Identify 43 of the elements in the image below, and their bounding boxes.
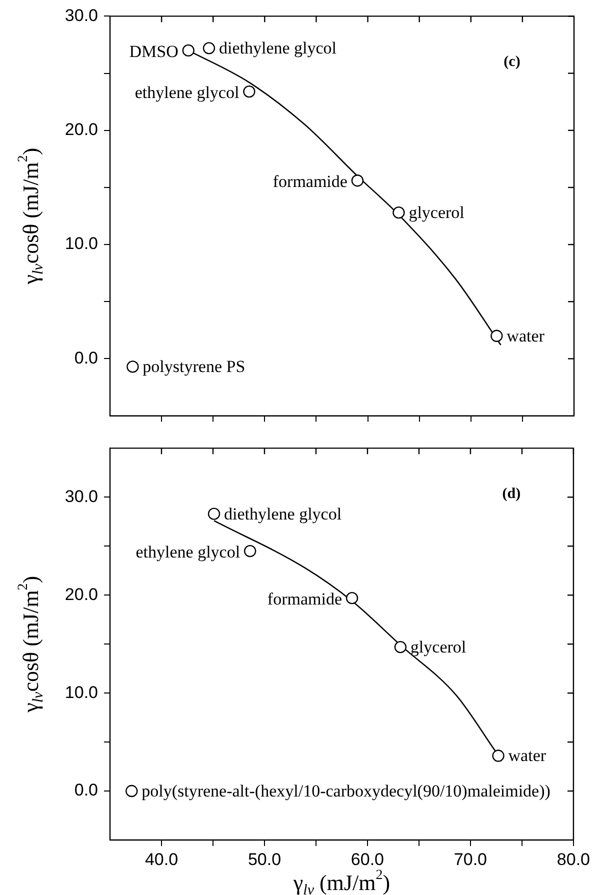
point (351, 174, 364, 187)
annotation: (c) (504, 54, 520, 70)
y-tick-label: 0.0 (74, 348, 98, 368)
point (126, 784, 138, 798)
y-tick-label: 10.0 (64, 682, 98, 702)
annotation: poly(styrene-alt-(hexyl/10-carboxydecyl(90/10)maleimide)) (142, 781, 550, 800)
annotation: glycerol (410, 638, 466, 657)
point (208, 508, 220, 520)
y-tick-label: 0.0 (74, 780, 98, 800)
annotation: water (506, 326, 545, 346)
annotation: DMSO (129, 42, 178, 61)
x-tick-label: 40.0 (144, 850, 178, 869)
x-tick-label: 80.0 (556, 850, 590, 869)
annotation: ethylene glycol (134, 83, 240, 102)
point (244, 544, 256, 558)
annotation: diethylene glycol (224, 504, 342, 524)
point (243, 85, 256, 98)
annotation: water (508, 746, 546, 766)
point (126, 360, 139, 373)
point (490, 330, 503, 342)
x-tick-label: 70.0 (454, 850, 488, 869)
y-tick-label: 20.0 (64, 584, 98, 604)
annotation: glycerol (408, 203, 465, 222)
annotation: (d) (502, 486, 521, 502)
annotation: diethylene glycol (218, 38, 337, 58)
x-tick-label: 50.0 (248, 850, 282, 869)
annotation: formamide (272, 172, 348, 192)
y-tick-label: 30.0 (64, 6, 98, 25)
y-tick-label: 10.0 (64, 234, 98, 254)
annotation: ethylene glycol (136, 542, 240, 562)
y-tick-label: 20.0 (64, 120, 98, 140)
point (392, 206, 405, 219)
annotation: polystyrene PS (142, 357, 246, 376)
annotation: formamide (267, 590, 342, 609)
point (346, 592, 358, 604)
point (492, 750, 504, 762)
x-tick-label: 60.0 (350, 850, 384, 869)
y-tick-label: 30.0 (64, 486, 98, 506)
point (182, 44, 194, 57)
point (202, 42, 216, 54)
y-axis-title: γlvcosθ (mJ/m2) (16, 148, 47, 286)
y-axis-title: γlvcosθ (mJ/m2) (16, 576, 47, 714)
point (394, 640, 407, 654)
